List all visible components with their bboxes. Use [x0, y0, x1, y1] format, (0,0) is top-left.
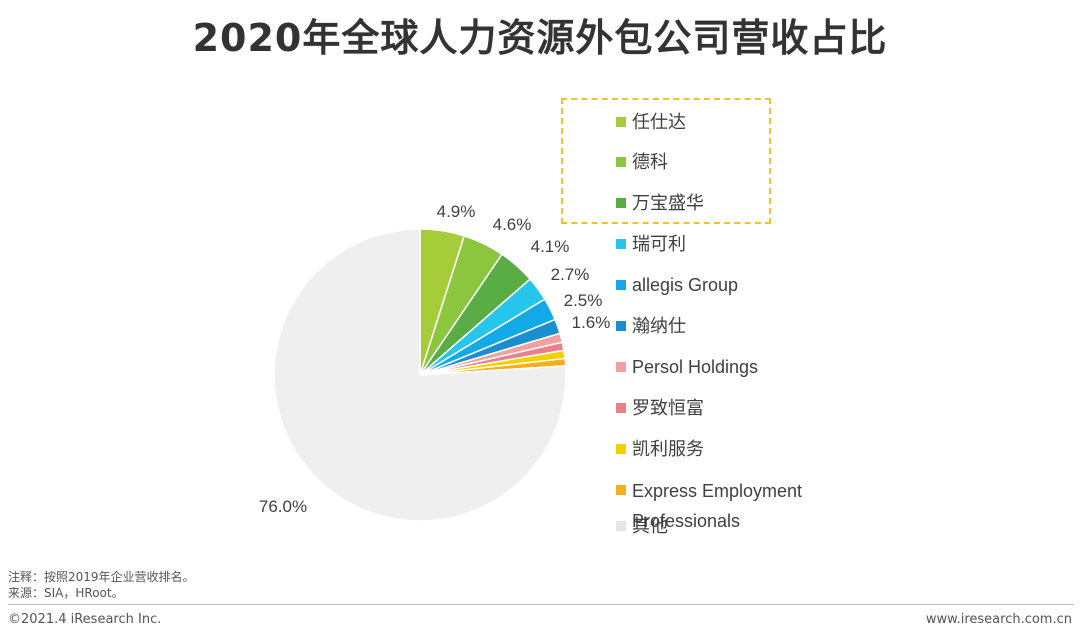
legend-swatch	[616, 403, 626, 413]
pie-data-label: 4.9%	[437, 202, 476, 221]
legend-swatch	[616, 157, 626, 167]
legend-swatch	[616, 444, 626, 454]
legend-swatch	[616, 117, 626, 127]
legend-label: Persol Holdings	[632, 357, 759, 377]
pie-data-label: 4.1%	[531, 237, 570, 256]
footer-copyright: ©2021.4 iResearch Inc.	[8, 612, 162, 627]
pie-data-label: 1.6%	[572, 313, 611, 332]
legend-label: 瀚纳仕	[632, 316, 686, 336]
footer-divider	[8, 604, 1074, 605]
legend-label: 任仕达	[632, 112, 686, 132]
pie-slices	[273, 228, 567, 522]
pie-data-label: 2.5%	[564, 291, 603, 310]
footnote-source: 来源：SIA，HRoot。	[8, 586, 124, 600]
legend-label: Express Employment Professionals	[632, 481, 803, 531]
legend-swatch	[616, 485, 626, 495]
legend-swatch	[616, 362, 626, 372]
pie-data-label: 4.6%	[493, 215, 532, 234]
legend-highlight-box	[561, 98, 771, 224]
legend-label: 凯利服务	[632, 439, 704, 459]
legend-swatch	[616, 198, 626, 208]
footer-website[interactable]: www.iresearch.com.cn	[925, 612, 1072, 627]
legend-label: 万宝盛华	[632, 193, 704, 213]
pie-slice	[273, 228, 567, 522]
legend-swatch	[616, 280, 626, 290]
legend-label: 德科	[632, 152, 668, 172]
legend-label: allegis Group	[632, 275, 739, 295]
legend-swatch	[616, 239, 626, 249]
legend-swatch	[616, 321, 626, 331]
legend-label: 其他	[632, 516, 668, 536]
pie-data-label: 76.0%	[259, 497, 307, 516]
pie-data-labels: 4.9% 4.6% 4.1% 2.7% 2.5% 1.6% 76.0%	[259, 202, 610, 516]
legend-swatch	[616, 521, 626, 531]
footnote-note: 注释：按照2019年企业营收排名。	[8, 570, 195, 584]
legend-label: 罗致恒富	[632, 398, 704, 418]
chart-title: 2020年全球人力资源外包公司营收占比	[192, 16, 888, 60]
pie-data-label: 2.7%	[551, 265, 590, 284]
legend-label: 瑞可利	[632, 234, 686, 254]
